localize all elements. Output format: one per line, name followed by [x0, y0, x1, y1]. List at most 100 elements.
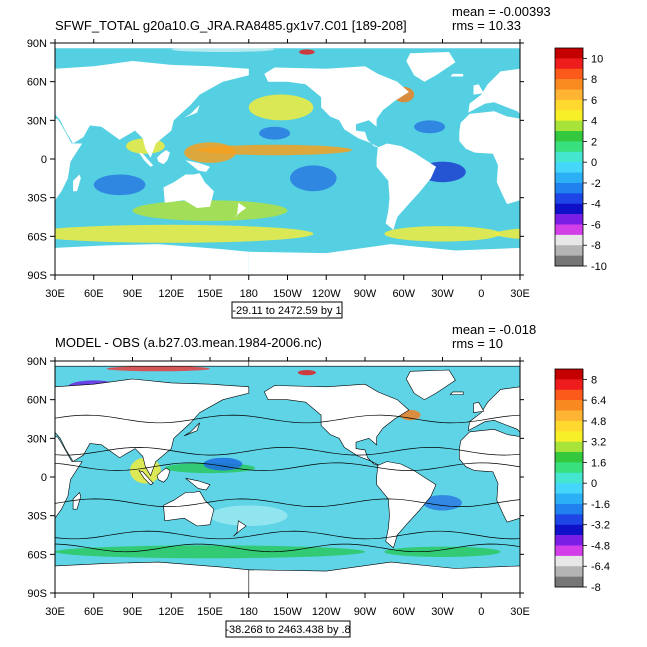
colorbar-swatch — [555, 162, 583, 173]
colorbar-label: -2 — [591, 178, 601, 190]
land-africa — [55, 118, 83, 201]
land-madagascar — [538, 175, 546, 192]
anomaly-blob — [297, 370, 316, 376]
panel-title: MODEL - OBS (a.b27.03.mean.1984-2006.nc) — [55, 335, 322, 350]
x-tick-label: 90E — [123, 288, 143, 300]
x-tick-label: 30E — [45, 288, 65, 300]
contour-line — [55, 462, 520, 471]
y-tick-label: 90N — [27, 38, 47, 50]
colorbar-label: 4.8 — [591, 416, 606, 428]
land-greenland — [406, 52, 456, 82]
land-borneo — [622, 468, 635, 482]
panel-title: SFWF_TOTAL g20a10.G_JRA.RA8485.gx1v7.C01… — [55, 18, 407, 33]
land-arctic-cap — [55, 361, 250, 367]
y-tick-label: 60S — [27, 231, 47, 243]
anomaly-blob — [197, 144, 353, 156]
colorbar-label: -3.2 — [591, 520, 610, 532]
y-tick-label: 30S — [27, 511, 47, 523]
land-uk — [473, 401, 485, 413]
colorbar-swatch — [555, 524, 583, 536]
colorbar-swatch — [555, 431, 583, 442]
anomaly-blob — [630, 463, 647, 473]
colorbar-swatch — [555, 535, 583, 546]
land-uk — [473, 84, 484, 95]
rms-label: rms = 10 — [452, 336, 503, 351]
land-australia — [163, 173, 214, 208]
land-uk — [9, 402, 19, 412]
axis-ticks: 30E 60E 90E 120E 150E 180 150W 120W 90W 60W 30W 0 30… — [27, 356, 530, 618]
land-arctic-cap — [248, 361, 520, 367]
land-eurasia — [468, 68, 520, 115]
contour-line — [55, 530, 520, 540]
colorbar-swatch — [555, 369, 583, 380]
colorbar-swatch — [555, 172, 583, 184]
colorbar-swatch — [555, 462, 583, 474]
land-borneo — [156, 467, 171, 483]
colorbar-frame — [554, 47, 584, 267]
mean-label: mean = -0.018 — [452, 322, 536, 337]
colorbar-swatch — [555, 68, 583, 80]
anomaly-blob — [132, 200, 288, 221]
colorbar-label: -10 — [591, 261, 607, 273]
colorbar-label: 10 — [591, 53, 603, 65]
land-sumatra — [604, 471, 618, 485]
anomaly-blob — [184, 142, 236, 163]
y-tick-label: 90N — [27, 356, 47, 368]
x-tick-label: 180 — [240, 606, 258, 618]
land-south-america — [376, 143, 436, 230]
x-tick-label: 60W — [392, 606, 415, 618]
land-africa — [459, 111, 520, 205]
colorbar-swatch — [555, 203, 583, 215]
anomaly-blob — [93, 174, 146, 196]
land-eurasia — [55, 378, 250, 477]
x-tick-label: 30E — [510, 606, 530, 618]
colorbar-swatch — [555, 566, 583, 577]
range-box — [225, 620, 351, 638]
anomaly-blob — [414, 120, 446, 134]
colorbar-swatch — [555, 483, 583, 494]
colorbar-label: 0 — [591, 478, 597, 490]
colorbar-swatch — [555, 89, 583, 101]
anomaly-blob — [299, 49, 315, 55]
land-south-america — [376, 461, 437, 549]
land-antarctica — [248, 244, 520, 275]
colorbar-label: 3.2 — [591, 437, 606, 449]
anomaly-blob — [290, 165, 337, 192]
anomaly-blob — [520, 545, 647, 558]
x-tick-label: 90W — [354, 288, 377, 300]
land-north-america — [264, 66, 409, 149]
x-tick-label: 30E — [510, 288, 530, 300]
land-japan — [184, 104, 200, 118]
x-tick-label: 60W — [392, 288, 415, 300]
colorbar-swatch — [555, 224, 583, 236]
x-tick-label: 180 — [240, 288, 258, 300]
land-sumatra — [139, 152, 154, 167]
colorbar-swatch — [555, 79, 583, 90]
range-box — [231, 301, 343, 319]
anomaly-blob — [384, 546, 501, 557]
colorbar-swatch — [555, 131, 583, 142]
land-eurasia — [467, 386, 520, 433]
anomaly-blob — [106, 366, 210, 372]
colorbar-label: 0 — [591, 157, 597, 169]
y-tick-label: 90S — [27, 588, 47, 600]
colorbar-label: 1.6 — [591, 457, 606, 469]
x-tick-label: 120W — [312, 606, 341, 618]
land-australia — [629, 491, 647, 526]
land-mask — [9, 361, 647, 593]
colorbar-swatch — [555, 151, 583, 163]
land-eurasia — [55, 61, 249, 158]
contour-line — [55, 414, 520, 424]
y-tick-label: 90S — [27, 270, 47, 282]
land-new-guinea — [185, 478, 211, 491]
range-label: -38.268 to 2463.438 by .8 — [225, 624, 350, 636]
colorbar-swatch — [555, 452, 583, 463]
x-tick-label: 60E — [84, 606, 104, 618]
x-tick-label: 30W — [431, 288, 454, 300]
map-panel-top: SFWF_TOTAL g20a10.G_JRA.RA8485.gx1v7.C01… — [27, 4, 618, 319]
colorbar-swatch — [555, 472, 583, 484]
rms-label: rms = 10.33 — [452, 18, 521, 33]
land-sumatra — [604, 153, 618, 167]
map-panel-bottom: MODEL - OBS (a.b27.03.mean.1984-2006.nc)… — [9, 322, 647, 638]
